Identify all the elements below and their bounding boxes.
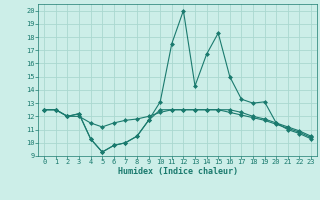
X-axis label: Humidex (Indice chaleur): Humidex (Indice chaleur) <box>118 167 238 176</box>
